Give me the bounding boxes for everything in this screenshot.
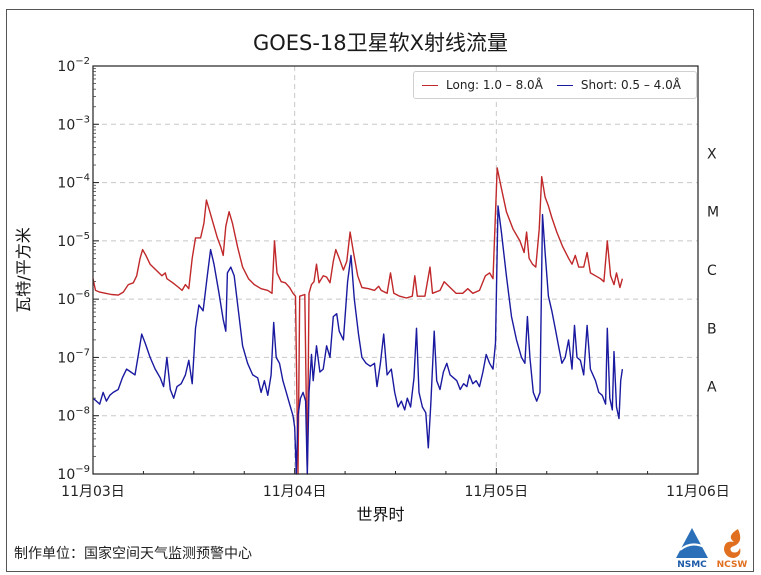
flare-class-labels: X M C B A [707,146,719,395]
flare-class-label: A [707,380,717,396]
producer-credit: 制作单位：国家空间天气监测预警中心 [14,546,252,562]
nsmc-logo-text: NSMC [677,560,707,570]
grid-lines [93,66,698,474]
ncsw-logo: NCSW [712,526,752,570]
short-channel-line [92,205,624,475]
y-tick-label: 10−3 [57,114,90,133]
y-tick-label: 10−4 [57,173,90,192]
x-tick-label: 11月03日 [61,484,125,500]
legend-swatch-short [556,84,573,86]
x-tick-label: 11月06日 [666,484,730,500]
nsmc-triangle-icon [676,528,708,558]
flare-class-label: M [707,205,719,221]
chart-title: GOES-18卫星软X射线流量 [252,31,509,55]
legend: Long: 1.0 – 8.0Å Short: 0.5 – 4.0Å [413,71,697,99]
y-tick-labels: 10−2 10−3 10−4 10−5 10−6 10−7 10−8 10−9 [57,56,90,483]
nsmc-logo: NSMC [672,526,712,570]
y-tick-label: 10−6 [57,289,90,308]
y-tick-label: 10−9 [57,464,90,483]
y-tick-label: 10−8 [57,406,90,425]
flare-class-label: C [707,263,717,279]
y-tick-label: 10−2 [57,56,90,75]
x-tick-labels: 11月03日 11月04日 11月05日 11月06日 [61,484,730,500]
figure-frame [6,9,754,572]
legend-label-long: Long: 1.0 – 8.0Å [446,78,543,92]
ncsw-flame-icon [724,529,741,558]
ncsw-logo-text: NCSW [716,560,748,570]
long-channel-line [92,167,624,475]
axes-box [92,65,699,475]
flare-class-label: X [707,146,717,162]
y-tick-label: 10−5 [57,231,90,250]
data-series [92,167,624,475]
x-tick-label: 11月04日 [263,484,327,500]
legend-label-short: Short: 0.5 – 4.0Å [580,78,681,92]
legend-swatch-long [422,84,438,86]
x-axis-label: 世界时 [356,505,405,524]
y-axis-label: 瓦特/平方米 [14,227,33,313]
y-tick-label: 10−7 [57,347,90,366]
x-tick-label: 11月05日 [465,484,529,500]
minor-ticks [92,68,699,475]
legend-item-long: Long: 1.0 – 8.0Å [422,78,543,92]
legend-item-short: Short: 0.5 – 4.0Å [556,78,681,92]
flare-class-label: B [707,321,717,337]
